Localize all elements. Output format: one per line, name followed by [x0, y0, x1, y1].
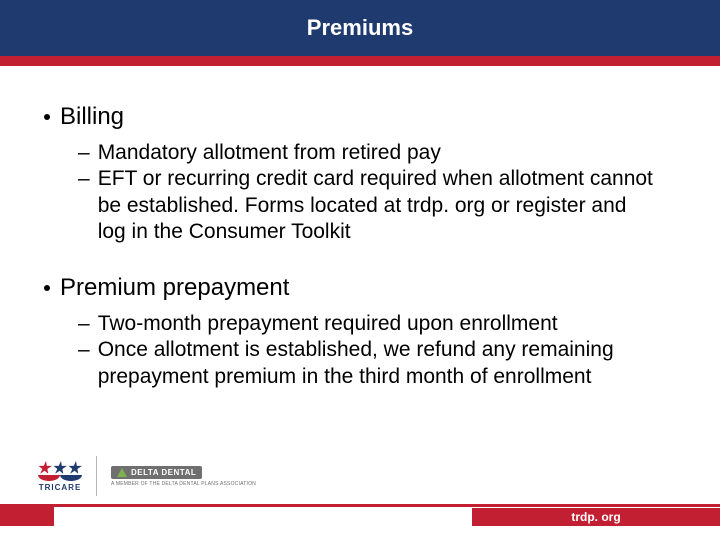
content-area: Billing – Mandatory allotment from retir… — [0, 66, 720, 390]
sub-text: Mandatory allotment from retired pay — [98, 140, 441, 166]
footer-band: trdp. org — [0, 504, 720, 526]
title-red-underline — [0, 56, 720, 66]
bullet-label: Billing — [60, 102, 124, 132]
footer-thick-left — [0, 504, 54, 526]
delta-dental-logo: DELTA DENTAL A MEMBER OF THE DELTA DENTA… — [111, 466, 256, 487]
tricare-logo: TRICARE — [38, 461, 82, 492]
logo-block: TRICARE DELTA DENTAL A MEMBER OF THE DEL… — [38, 456, 256, 496]
bullet-dot-icon — [44, 114, 50, 120]
star-icon — [67, 461, 83, 475]
delta-text: DELTA DENTAL — [131, 468, 196, 477]
sub-item: – Two-month prepayment required upon enr… — [78, 311, 676, 337]
bullet-dot-icon — [44, 285, 50, 291]
section-gap — [44, 245, 676, 267]
footer-bottom-right: trdp. org — [472, 508, 720, 526]
dash-icon: – — [78, 140, 90, 166]
footer-url: trdp. org — [571, 510, 620, 524]
delta-badge: DELTA DENTAL — [111, 466, 202, 479]
dash-icon: – — [78, 311, 90, 337]
slide: Premiums Billing – Mandatory allotment f… — [0, 0, 720, 540]
sub-text: Two-month prepayment required upon enrol… — [98, 311, 558, 337]
sub-item: – EFT or recurring credit card required … — [78, 166, 676, 245]
sub-list: – Two-month prepayment required upon enr… — [78, 311, 676, 390]
tricare-stars-icon — [38, 461, 82, 475]
footer-inner: trdp. org — [54, 504, 720, 526]
wave-icon — [38, 475, 60, 481]
bullet-item: Premium prepayment — [44, 273, 676, 303]
dash-icon: – — [78, 166, 90, 192]
sub-text: EFT or recurring credit card required wh… — [98, 166, 658, 245]
footer-bottom: trdp. org — [54, 508, 720, 526]
bullet-label: Premium prepayment — [60, 273, 289, 303]
dash-icon: – — [78, 337, 90, 363]
tricare-waves-icon — [38, 475, 82, 481]
sub-list: – Mandatory allotment from retired pay –… — [78, 140, 676, 245]
sub-item: – Once allotment is established, we refu… — [78, 337, 676, 390]
logo-divider — [96, 456, 97, 496]
delta-subtext: A MEMBER OF THE DELTA DENTAL PLANS ASSOC… — [111, 481, 256, 487]
title-band: Premiums — [0, 0, 720, 66]
bullet-item: Billing — [44, 102, 676, 132]
tricare-word: TRICARE — [39, 483, 82, 492]
star-icon — [52, 461, 68, 475]
sub-text: Once allotment is established, we refund… — [98, 337, 658, 390]
delta-triangle-icon — [117, 468, 127, 477]
footer-bottom-left — [54, 508, 472, 526]
slide-title: Premiums — [307, 15, 413, 41]
star-icon — [37, 461, 53, 475]
title-blue-band: Premiums — [0, 0, 720, 56]
wave-icon — [60, 475, 82, 481]
sub-item: – Mandatory allotment from retired pay — [78, 140, 676, 166]
